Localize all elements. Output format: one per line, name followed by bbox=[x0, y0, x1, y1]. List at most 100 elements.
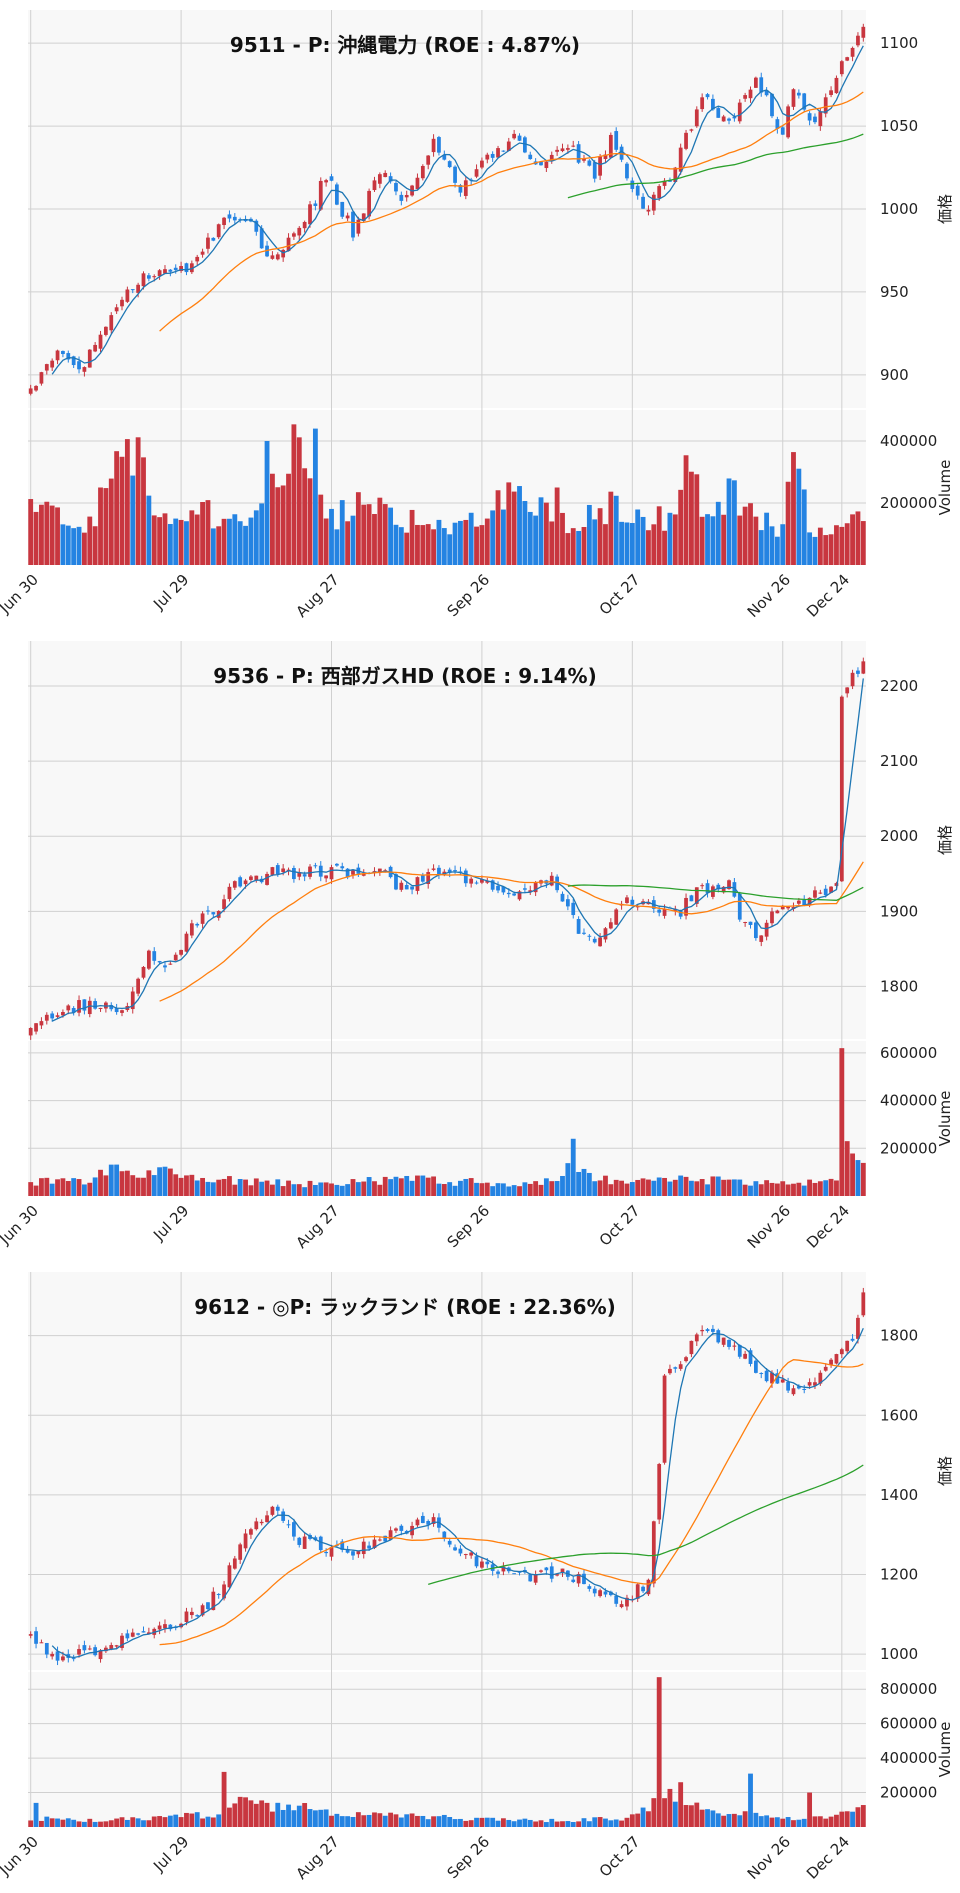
candle-body bbox=[807, 113, 812, 121]
volume-bar bbox=[490, 1817, 496, 1827]
volume-bar bbox=[753, 1181, 759, 1196]
candle bbox=[549, 1562, 554, 1583]
candle-body bbox=[141, 1631, 146, 1633]
volume-bar bbox=[307, 478, 313, 565]
volume-bar bbox=[463, 519, 469, 565]
volume-bar bbox=[350, 515, 356, 565]
candle bbox=[463, 868, 468, 887]
candle bbox=[592, 1586, 597, 1597]
candle bbox=[227, 883, 232, 902]
candle-body bbox=[44, 1014, 49, 1021]
candle bbox=[114, 1003, 119, 1015]
volume-bar bbox=[447, 1182, 453, 1196]
volume-bar bbox=[312, 1184, 318, 1196]
candle-body bbox=[748, 89, 753, 99]
chart-title: 9511 - P: 沖縄電力 (ROE : 4.87%) bbox=[230, 33, 580, 57]
volume-bar bbox=[823, 535, 829, 565]
candle-body bbox=[705, 1329, 710, 1331]
volume-bar bbox=[688, 471, 694, 565]
candle-body bbox=[743, 922, 748, 924]
candle bbox=[716, 106, 721, 118]
volume-bar bbox=[785, 1184, 791, 1196]
volume-bar bbox=[146, 1170, 152, 1196]
volume-bar bbox=[221, 1771, 227, 1827]
volume-bar bbox=[495, 1820, 501, 1827]
volume-tick-label: 600000 bbox=[880, 1715, 937, 1733]
volume-bar bbox=[683, 455, 689, 565]
volume-bar bbox=[538, 497, 544, 565]
candle bbox=[657, 905, 662, 917]
volume-bar bbox=[796, 1182, 802, 1196]
volume-bar bbox=[415, 1815, 420, 1827]
volume-bar bbox=[49, 1818, 55, 1827]
candle-body bbox=[334, 863, 339, 866]
candle-body bbox=[184, 263, 189, 273]
candle-body bbox=[861, 26, 866, 38]
x-tick-label: Oct 27 bbox=[596, 571, 644, 619]
candle bbox=[232, 880, 237, 891]
volume-bar bbox=[339, 1816, 345, 1827]
candle-body bbox=[694, 1334, 699, 1342]
candle-body bbox=[485, 1561, 490, 1565]
candle-body bbox=[770, 911, 774, 924]
volume-bar bbox=[431, 529, 436, 565]
candle-body bbox=[512, 133, 517, 139]
volume-tick-label: 600000 bbox=[880, 1044, 937, 1062]
candle bbox=[571, 140, 576, 148]
candle bbox=[77, 995, 81, 1017]
volume-bar bbox=[232, 1803, 238, 1827]
volume-bar bbox=[715, 1813, 721, 1827]
candle-body bbox=[216, 224, 221, 238]
candle-body bbox=[603, 928, 608, 940]
volume-bar bbox=[92, 1821, 98, 1827]
candle-body bbox=[845, 1340, 850, 1352]
candle-body bbox=[753, 922, 758, 939]
volume-bar bbox=[560, 512, 565, 565]
candle-body bbox=[66, 1005, 71, 1011]
candle-body bbox=[302, 221, 307, 229]
volume-bar bbox=[565, 1821, 571, 1827]
volume-bar bbox=[232, 514, 238, 565]
volume-bar bbox=[184, 521, 189, 565]
volume-bar bbox=[699, 1179, 705, 1196]
candle bbox=[361, 1538, 366, 1559]
candle bbox=[77, 1644, 81, 1658]
candle-body bbox=[802, 899, 807, 906]
volume-bar bbox=[490, 1186, 496, 1196]
volume-bar bbox=[404, 1175, 410, 1196]
candle bbox=[50, 358, 55, 372]
candle-body bbox=[791, 89, 796, 107]
candle-body bbox=[120, 1635, 124, 1648]
candle-body bbox=[28, 388, 33, 394]
volume-bar bbox=[114, 1818, 120, 1827]
candle-body bbox=[678, 1364, 683, 1369]
volume-bar bbox=[339, 1185, 345, 1196]
candle-body bbox=[753, 77, 758, 88]
candle bbox=[254, 1517, 259, 1531]
candle-body bbox=[823, 888, 828, 896]
candle-body bbox=[571, 1579, 576, 1582]
candle-body bbox=[818, 111, 823, 127]
candle-body bbox=[496, 1571, 500, 1574]
volume-bar bbox=[511, 491, 517, 565]
volume-bar bbox=[318, 1182, 324, 1196]
volume-bar bbox=[807, 1179, 813, 1196]
candle bbox=[39, 371, 44, 386]
candle-body bbox=[82, 999, 87, 1011]
candle bbox=[286, 233, 291, 252]
candle-body bbox=[668, 1368, 672, 1374]
candle-body bbox=[195, 256, 200, 262]
candle-body bbox=[281, 249, 286, 258]
volume-bar bbox=[458, 1180, 463, 1196]
candle-body bbox=[399, 194, 404, 201]
candle bbox=[44, 1012, 49, 1025]
candle-body bbox=[39, 1642, 44, 1644]
candle bbox=[104, 326, 108, 337]
volume-bar bbox=[656, 1177, 662, 1196]
candle bbox=[50, 1011, 55, 1022]
ma-short-line bbox=[51, 678, 864, 1022]
volume-bar bbox=[500, 1183, 506, 1196]
volume-bar bbox=[715, 1176, 721, 1196]
volume-bar bbox=[651, 524, 657, 565]
volume-bar bbox=[495, 490, 501, 565]
